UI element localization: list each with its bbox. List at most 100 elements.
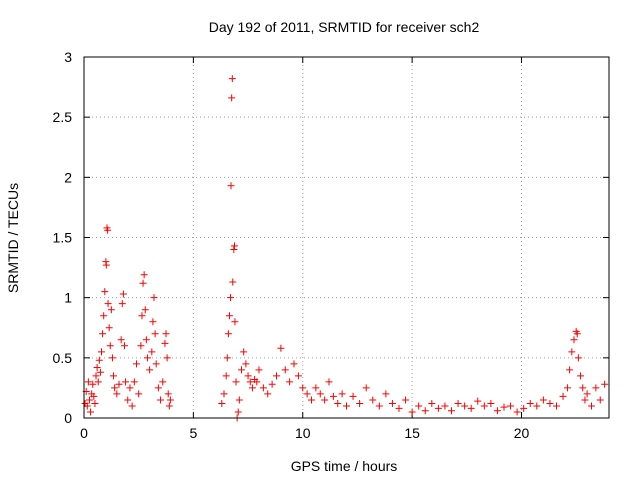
data-point [137, 342, 145, 350]
data-point [577, 372, 585, 380]
y-tick-label: 0.5 [53, 350, 73, 366]
data-point [308, 396, 315, 404]
y-tick-label: 1.5 [53, 230, 73, 246]
data-point [290, 360, 298, 368]
data-point [356, 400, 364, 408]
data-point [105, 324, 113, 332]
data-point [139, 279, 147, 287]
data-point [415, 402, 423, 410]
data-point [104, 300, 112, 308]
data-point [151, 330, 159, 338]
data-point [395, 404, 403, 412]
data-point [581, 396, 589, 404]
data-point [164, 390, 172, 398]
data-point [369, 396, 377, 404]
data-point [533, 402, 541, 410]
data-point [161, 339, 169, 347]
data-point [513, 408, 521, 416]
data-point [230, 246, 238, 254]
data-point [146, 366, 154, 374]
x-tick-label: 0 [80, 425, 88, 441]
data-point [232, 378, 240, 386]
y-tick-label: 0 [64, 410, 72, 426]
data-point [235, 396, 243, 404]
data-point [108, 354, 116, 362]
data-point [231, 242, 238, 250]
data-point [238, 366, 245, 374]
data-point [224, 330, 232, 338]
data-point [312, 384, 320, 392]
data-point [140, 271, 148, 279]
data-point [570, 336, 578, 344]
data-point [102, 261, 110, 269]
data-point [240, 348, 248, 356]
data-point [142, 336, 150, 344]
data-point [96, 368, 104, 376]
x-tick-label: 20 [514, 425, 530, 441]
data-point [474, 397, 482, 405]
data-point [141, 306, 149, 314]
data-point [117, 336, 125, 344]
data-point [143, 354, 151, 362]
data-point [228, 94, 236, 102]
tick-label-layer: 0 5 10 15 20 0 0.5 1 1.5 2 2.5 3 [53, 49, 530, 441]
data-point [150, 294, 158, 302]
data-point [601, 380, 609, 388]
data-point [220, 390, 228, 398]
data-point [113, 390, 121, 398]
tick-layer [83, 56, 609, 419]
data-point [107, 306, 115, 314]
data-point [218, 400, 226, 408]
data-point [303, 390, 311, 398]
chart-title: Day 192 of 2011, SRMTID for receiver sch… [209, 19, 480, 35]
data-point [579, 384, 587, 392]
data-point [334, 400, 342, 408]
data-point [152, 360, 160, 368]
data-point [124, 396, 132, 404]
data-point [596, 396, 604, 404]
data-point [286, 378, 294, 386]
data-point [99, 330, 107, 338]
x-tick-label: 15 [404, 425, 420, 441]
data-point [546, 400, 554, 408]
data-point [467, 404, 475, 412]
data-point [362, 384, 370, 392]
data-point [91, 400, 99, 408]
data-point [225, 312, 233, 320]
data-point [325, 378, 333, 386]
data-point [159, 378, 167, 386]
data-point [157, 396, 165, 404]
data-point [231, 318, 239, 326]
data-point [104, 226, 112, 234]
data-point [253, 378, 261, 386]
data-point [98, 348, 105, 356]
data-point [122, 378, 130, 386]
data-point [268, 380, 276, 388]
data-point [148, 348, 156, 356]
data-point [166, 396, 174, 404]
data-point [583, 390, 591, 398]
data-point [388, 400, 396, 408]
data-point [255, 366, 263, 374]
x-axis-label: GPS time / hours [291, 458, 398, 474]
data-point [566, 366, 574, 374]
data-point [294, 372, 302, 380]
y-tick-label: 3 [64, 49, 72, 65]
y-axis-label: SRMTID / TECUs [5, 183, 21, 293]
data-point [316, 390, 324, 398]
data-point [106, 342, 114, 350]
data-point [111, 384, 119, 392]
data-point [343, 402, 350, 410]
data-point [227, 182, 235, 190]
data-point [539, 396, 547, 404]
data-point [87, 408, 95, 416]
data-point [228, 75, 236, 83]
data-point [588, 402, 595, 410]
data-point [90, 392, 98, 400]
plot-frame [83, 56, 610, 419]
data-point [244, 372, 252, 380]
data-point [526, 400, 534, 408]
data-point [421, 407, 429, 415]
data-point [84, 378, 92, 386]
data-point [246, 378, 254, 386]
